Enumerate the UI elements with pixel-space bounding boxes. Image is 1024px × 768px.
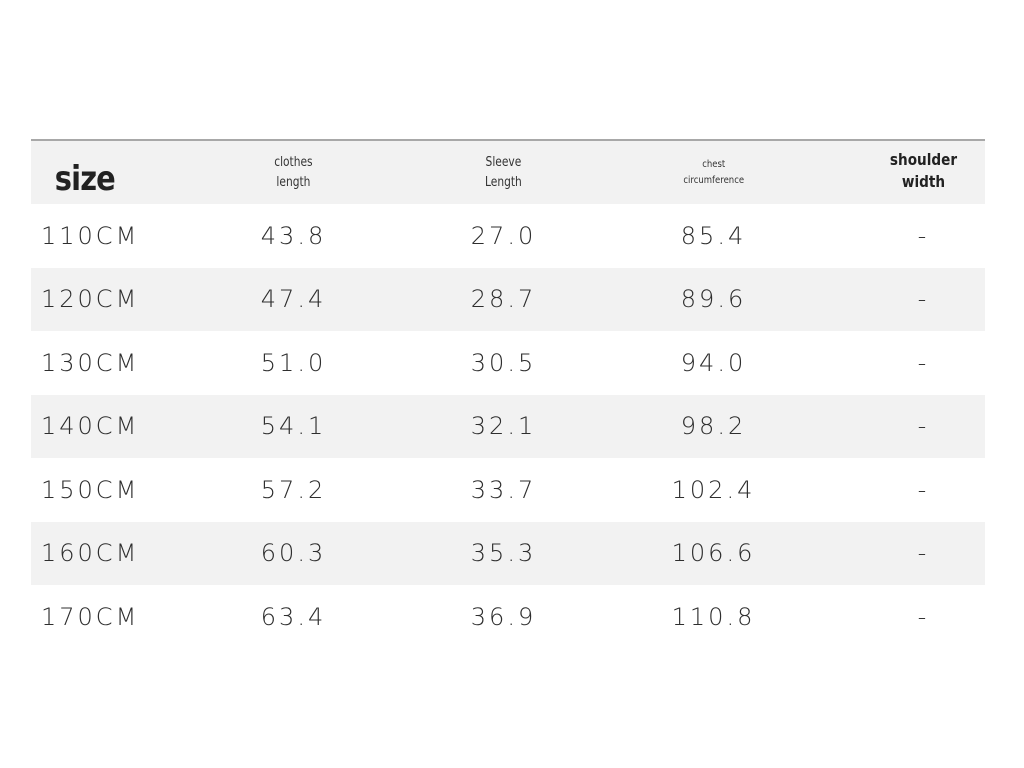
- clothes-length-cell: 43.8: [260, 221, 327, 250]
- table-row-160cm: 160CM 60.3 35.3 106.6 -: [31, 521, 985, 585]
- clothes-length-cell: 51.0: [260, 348, 327, 377]
- size-cell: 170CM: [41, 602, 140, 631]
- sleeve-length-cell: 32.1: [470, 412, 537, 441]
- header-cell-shoulder-width: shoulder width: [841, 141, 1006, 204]
- shoulder-width-cell: -: [917, 285, 930, 314]
- shoulder-width-cell: -: [917, 348, 930, 377]
- header-shoulder-width-label: shoulder width: [889, 149, 958, 191]
- table-row-150cm: 150CM 57.2 33.7 102.4 -: [31, 458, 985, 522]
- shoulder-width-cell: -: [917, 602, 930, 631]
- size-cell: 130CM: [41, 348, 140, 377]
- chest-circumference-cell: 106.6: [671, 539, 756, 568]
- chest-circumference-cell: 89.6: [680, 285, 747, 314]
- chest-circumference-cell: 110.8: [671, 602, 756, 631]
- header-cell-clothes-length: clothes length: [211, 141, 376, 204]
- clothes-length-cell: 54.1: [260, 412, 327, 441]
- shoulder-width-cell: -: [917, 539, 930, 568]
- size-cell: 150CM: [41, 475, 140, 504]
- table-row-110cm: 110CM 43.8 27.0 85.4 -: [31, 204, 985, 268]
- chest-circumference-cell: 94.0: [680, 348, 747, 377]
- size-cell: 140CM: [41, 412, 140, 441]
- clothes-length-cell: 60.3: [260, 539, 327, 568]
- shoulder-width-cell: -: [917, 221, 930, 250]
- header-sleeve-length-label: Sleeve Length: [485, 154, 522, 190]
- table-row-130cm: 130CM 51.0 30.5 94.0 -: [31, 331, 985, 395]
- header-row: size clothes length Sleeve Length chest …: [31, 141, 985, 204]
- sleeve-length-cell: 27.0: [470, 221, 537, 250]
- sleeve-length-cell: 36.9: [470, 602, 537, 631]
- size-cell: 110CM: [41, 221, 140, 250]
- top-divider: [31, 139, 985, 141]
- clothes-length-cell: 47.4: [260, 285, 327, 314]
- table-row-140cm: 140CM 54.1 32.1 98.2 -: [31, 394, 985, 458]
- sleeve-length-cell: 30.5: [470, 348, 537, 377]
- table-row-120cm: 120CM 47.4 28.7 89.6 -: [31, 267, 985, 331]
- sleeve-length-cell: 33.7: [470, 475, 537, 504]
- chest-circumference-cell: 98.2: [680, 412, 747, 441]
- size-cell: 160CM: [41, 539, 140, 568]
- clothes-length-cell: 57.2: [260, 475, 327, 504]
- header-cell-sleeve-length: Sleeve Length: [421, 141, 586, 204]
- chest-circumference-cell: 102.4: [671, 475, 756, 504]
- header-cell-size: size: [31, 141, 161, 204]
- clothes-length-cell: 63.4: [260, 602, 327, 631]
- size-chart-table: size clothes length Sleeve Length chest …: [31, 139, 985, 649]
- header-size-label: size: [54, 158, 116, 199]
- header-chest-circumference-label: chest circumference: [683, 158, 744, 186]
- sleeve-length-cell: 28.7: [470, 285, 537, 314]
- chest-circumference-cell: 85.4: [680, 221, 747, 250]
- header-cell-chest-circumference: chest circumference: [631, 141, 796, 204]
- sleeve-length-cell: 35.3: [470, 539, 537, 568]
- table-row-170cm: 170CM 63.4 36.9 110.8 -: [31, 585, 985, 649]
- shoulder-width-cell: -: [917, 475, 930, 504]
- size-cell: 120CM: [41, 285, 140, 314]
- shoulder-width-cell: -: [917, 412, 930, 441]
- header-clothes-length-label: clothes length: [274, 154, 313, 190]
